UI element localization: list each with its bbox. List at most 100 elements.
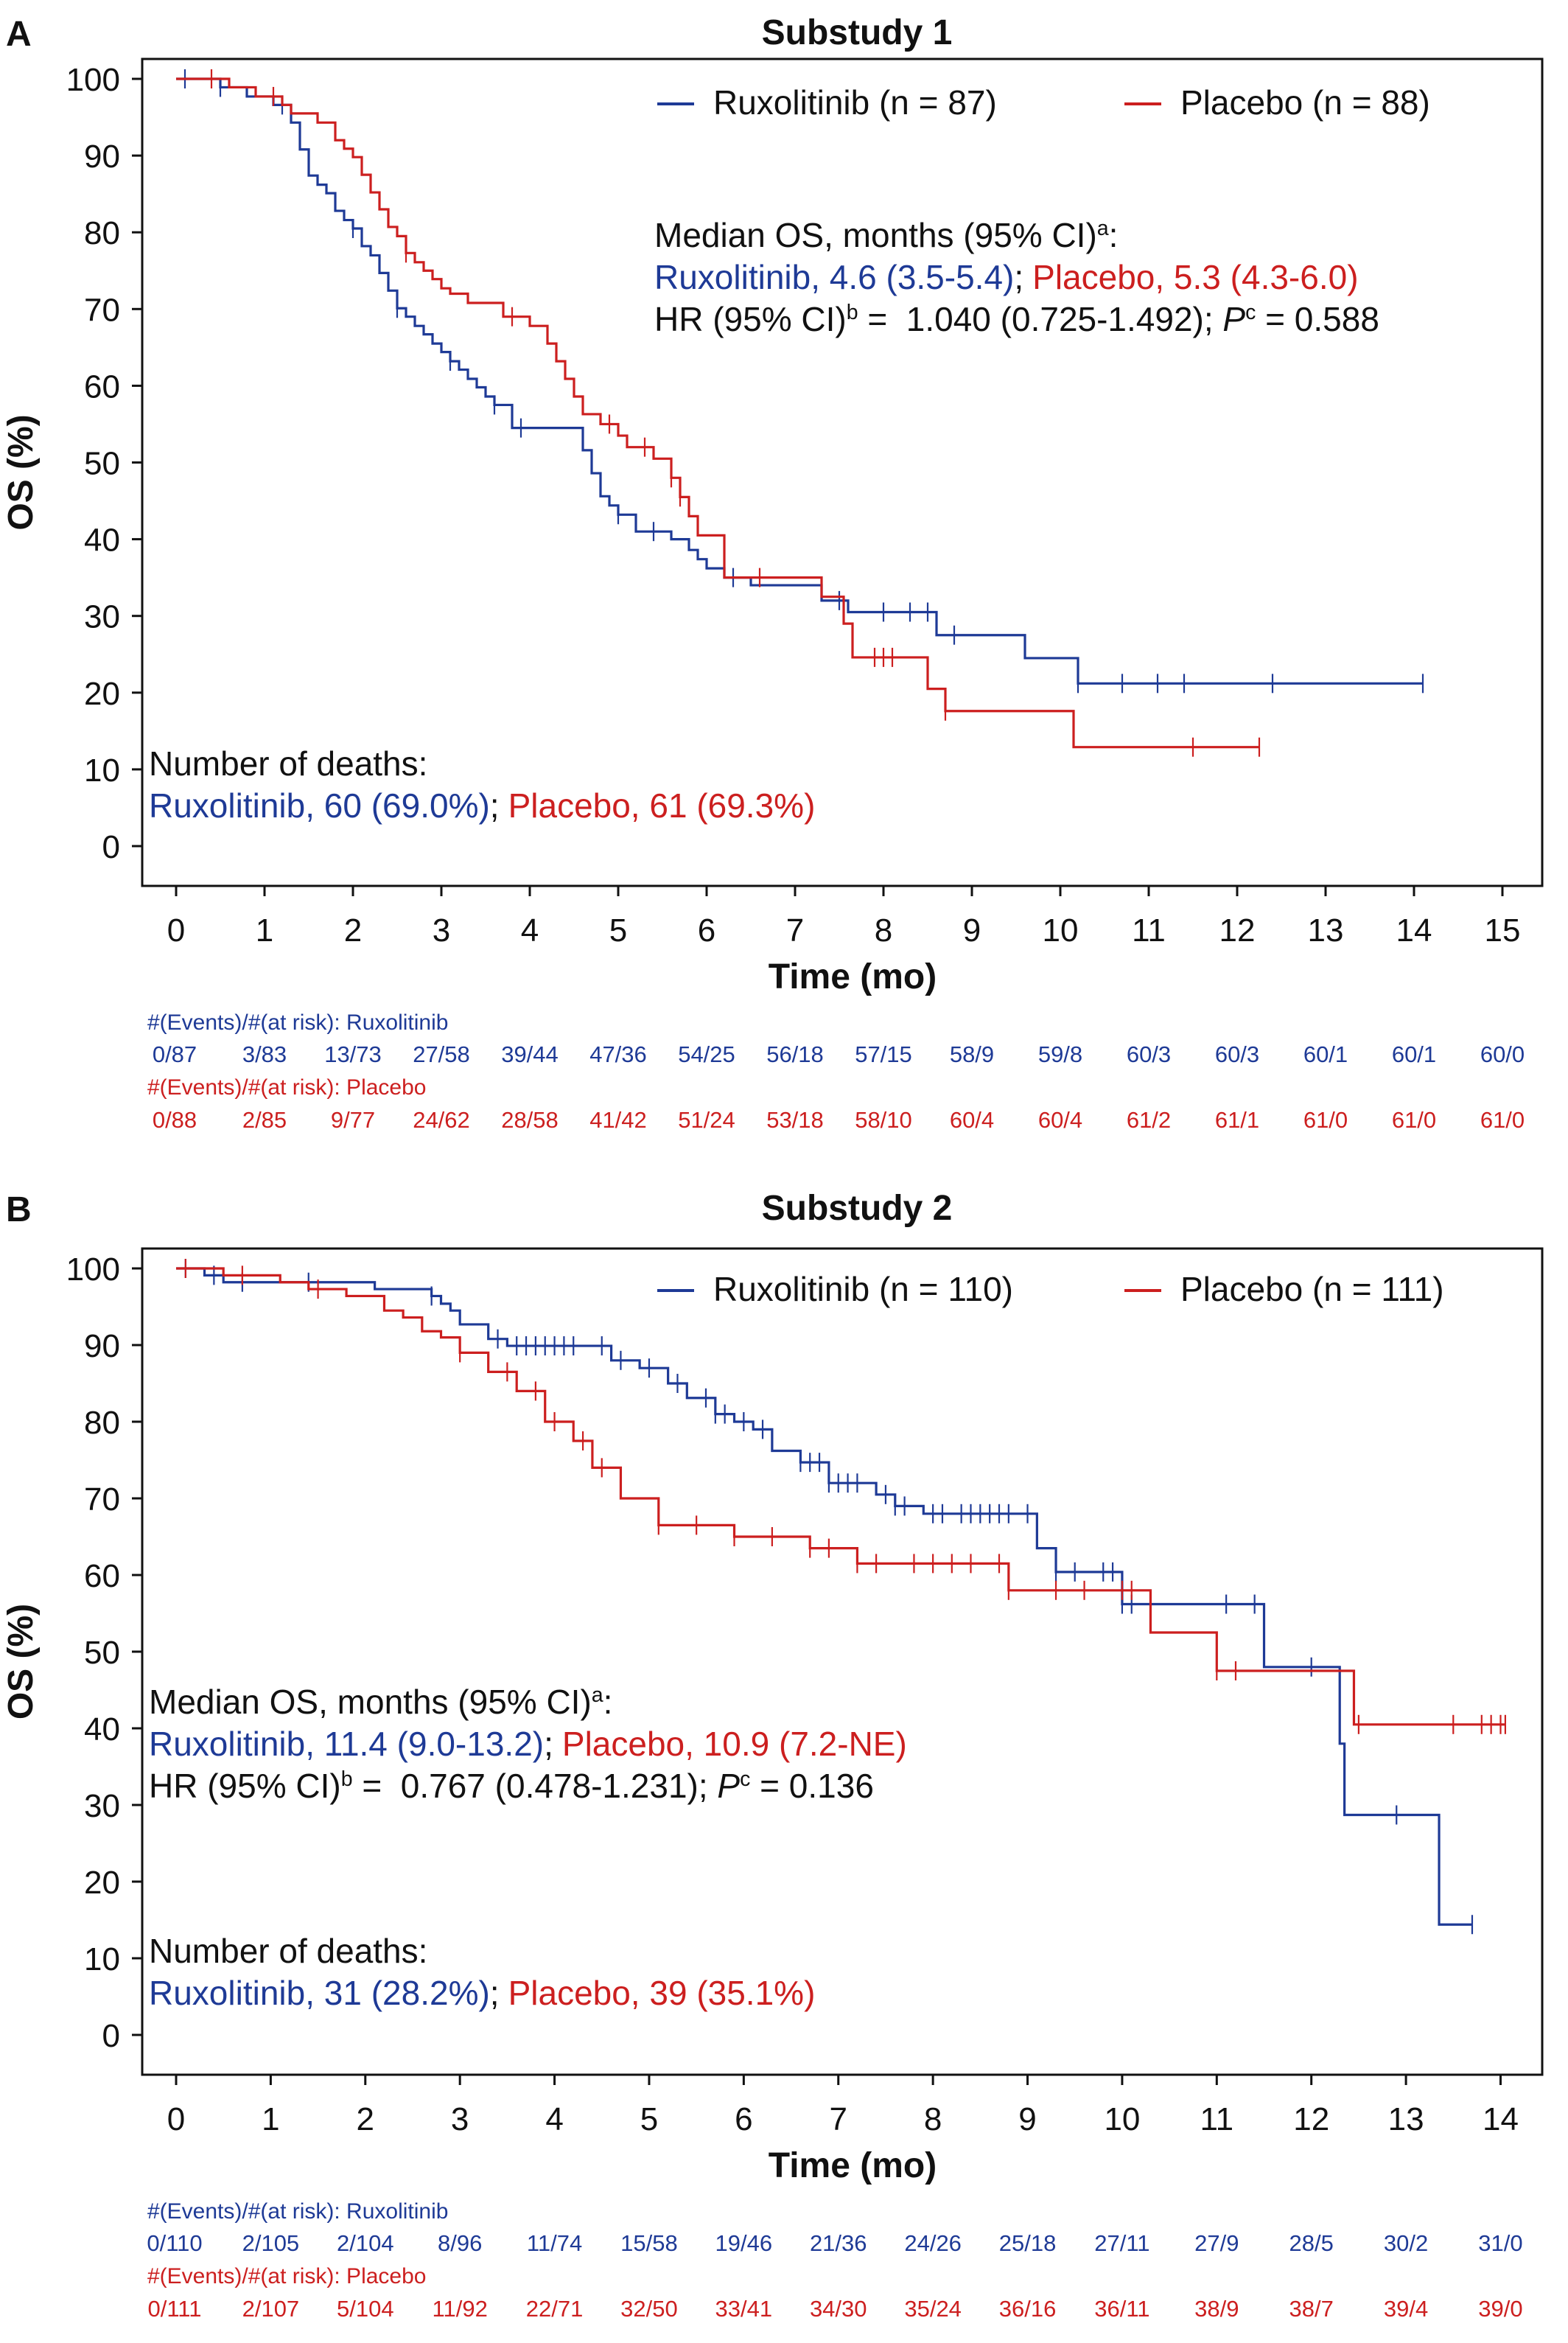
- risk-value-rux: 31/0: [1478, 2230, 1522, 2256]
- median-os-values: Ruxolitinib, 11.4 (9.0-13.2); Placebo, 10…: [149, 1725, 907, 1763]
- y-tick-label: 80: [84, 1405, 120, 1441]
- risk-value-pbo: 61/1: [1215, 1107, 1259, 1133]
- deaths-title: Number of deaths:: [149, 744, 427, 783]
- series-line-rux: [176, 77, 1423, 685]
- risk-value-pbo: 2/85: [242, 1107, 287, 1133]
- risk-value-rux: 25/18: [999, 2230, 1057, 2256]
- y-tick-label: 20: [84, 676, 120, 712]
- x-tick-label: 7: [786, 912, 804, 949]
- risk-value-rux: 60/1: [1303, 1041, 1348, 1067]
- risk-value-pbo: 53/18: [766, 1107, 824, 1133]
- median-os-title: Median OS, months (95% CI)a:: [149, 1683, 612, 1721]
- risk-value-rux: 59/8: [1038, 1041, 1082, 1067]
- legend-label-rux: Ruxolitinib (n = 110): [713, 1270, 1013, 1308]
- y-tick-label: 70: [84, 1481, 120, 1518]
- legend-label-pbo: Placebo (n = 88): [1180, 83, 1430, 122]
- y-tick-label: 0: [102, 829, 120, 865]
- risk-value-pbo: 51/24: [678, 1107, 735, 1133]
- deaths-values-part-1: ;: [490, 786, 500, 825]
- risk-value-pbo: 22/71: [526, 2296, 584, 2322]
- risk-value-rux: 2/104: [337, 2230, 394, 2256]
- y-tick-label: 10: [84, 1941, 120, 1977]
- y-tick-label: 50: [84, 446, 120, 482]
- risk-value-pbo: 28/58: [501, 1107, 559, 1133]
- y-tick-label: 0: [102, 2018, 120, 2054]
- risk-value-rux: 3/83: [242, 1041, 287, 1067]
- median-os-title: Median OS, months (95% CI)a:: [654, 216, 1118, 254]
- series-line-rux: [176, 1267, 1472, 1926]
- risk-value-rux: 54/25: [678, 1041, 735, 1067]
- x-tick-label: 2: [344, 912, 362, 949]
- risk-value-rux: 13/73: [324, 1041, 382, 1067]
- x-tick-label: 13: [1308, 912, 1344, 949]
- x-tick-label: 0: [167, 2101, 185, 2137]
- risk-label-pbo: #(Events)/#(at risk): Placebo: [147, 1075, 426, 1100]
- deaths-values-part-2: Placebo, 39 (35.1%): [508, 1974, 816, 2012]
- risk-value-pbo: 61/0: [1303, 1107, 1348, 1133]
- x-tick-label: 12: [1293, 2101, 1329, 2137]
- hazard-ratio-line-part-4: c: [1245, 301, 1256, 324]
- median-os-colon: :: [1109, 216, 1119, 254]
- risk-label-pbo: #(Events)/#(at risk): Placebo: [147, 2264, 426, 2288]
- risk-value-rux: 24/26: [904, 2230, 962, 2256]
- risk-value-pbo: 61/2: [1127, 1107, 1171, 1133]
- risk-value-rux: 2/105: [242, 2230, 300, 2256]
- x-tick-label: 8: [924, 2101, 942, 2137]
- median-os-title-part-1: a: [1097, 217, 1109, 240]
- series-line-pbo: [176, 1267, 1505, 1726]
- risk-value-pbo: 60/4: [1038, 1107, 1082, 1133]
- y-tick-label: 90: [84, 1328, 120, 1364]
- chart-title: Substudy 1: [762, 13, 953, 52]
- deaths-values-part-0: Ruxolitinib, 31 (28.2%): [149, 1974, 490, 2012]
- median-os-values-part-2: Placebo, 5.3 (4.3-6.0): [1032, 258, 1358, 296]
- risk-value-pbo: 38/9: [1194, 2296, 1239, 2322]
- hazard-ratio-line-part-1: b: [341, 1767, 353, 1791]
- risk-value-rux: 39/44: [501, 1041, 559, 1067]
- risk-value-pbo: 39/0: [1478, 2296, 1522, 2322]
- risk-value-rux: 21/36: [810, 2230, 867, 2256]
- y-tick-label: 60: [84, 369, 120, 405]
- x-tick-label: 10: [1043, 912, 1079, 949]
- risk-value-pbo: 11/92: [433, 2296, 488, 2322]
- risk-value-rux: 15/58: [620, 2230, 678, 2256]
- x-tick-label: 9: [963, 912, 981, 949]
- x-tick-label: 14: [1396, 912, 1432, 949]
- median-os-values-part-0: Ruxolitinib, 11.4 (9.0-13.2): [149, 1725, 544, 1763]
- risk-value-pbo: 0/111: [148, 2296, 202, 2322]
- plot-frame: [141, 57, 1544, 887]
- x-tick-label: 5: [640, 2101, 658, 2137]
- risk-value-pbo: 39/4: [1384, 2296, 1428, 2322]
- x-tick-label: 0: [167, 912, 185, 949]
- legend-label-pbo: Placebo (n = 111): [1180, 1270, 1444, 1308]
- risk-value-pbo: 36/11: [1094, 2296, 1149, 2322]
- hazard-ratio-line-part-3: P: [717, 1767, 740, 1805]
- x-tick-label: 3: [433, 912, 450, 949]
- risk-value-rux: 58/9: [950, 1041, 994, 1067]
- median-os-colon: :: [603, 1683, 613, 1721]
- median-os-values-part-0: Ruxolitinib, 4.6 (3.5-5.4): [654, 258, 1014, 296]
- x-tick-label: 12: [1219, 912, 1256, 949]
- risk-value-rux: 19/46: [715, 2230, 773, 2256]
- x-tick-label: 9: [1018, 2101, 1036, 2137]
- y-tick-label: 40: [84, 523, 120, 559]
- deaths-values: Ruxolitinib, 60 (69.0%); Placebo, 61 (69.…: [149, 786, 815, 825]
- x-tick-label: 15: [1485, 912, 1521, 949]
- legend: Ruxolitinib (n = 87) Placebo (n = 88): [657, 83, 1430, 122]
- deaths-title: Number of deaths:: [149, 1932, 427, 1970]
- risk-value-rux: 60/3: [1127, 1041, 1171, 1067]
- risk-value-rux: 27/58: [413, 1041, 470, 1067]
- risk-label-rux: #(Events)/#(at risk): Ruxolitinib: [147, 2199, 448, 2224]
- risk-value-rux: 60/0: [1480, 1041, 1525, 1067]
- risk-value-pbo: 35/24: [904, 2296, 962, 2322]
- y-tick-label: 60: [84, 1558, 120, 1594]
- legend: Ruxolitinib (n = 110) Placebo (n = 111): [657, 1270, 1444, 1308]
- risk-value-pbo: 36/16: [999, 2296, 1057, 2322]
- panel-letter: A: [6, 15, 32, 54]
- legend-label-rux: Ruxolitinib (n = 87): [713, 83, 997, 122]
- risk-value-rux: 0/110: [147, 2230, 202, 2256]
- median-os-title-part-0: Median OS, months (95% CI): [654, 216, 1097, 254]
- x-tick-label: 5: [609, 912, 627, 949]
